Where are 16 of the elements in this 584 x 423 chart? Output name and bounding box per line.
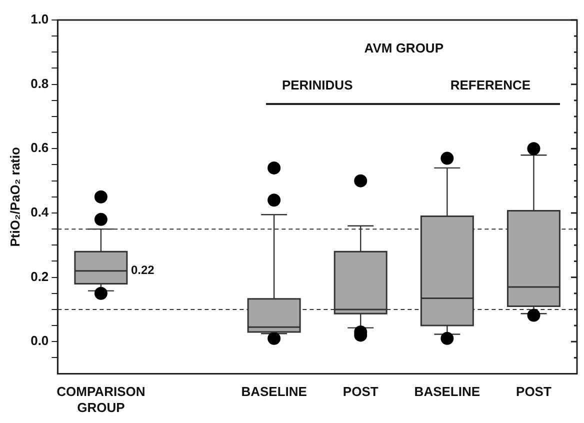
y-tick-label: 1.0 — [30, 12, 49, 27]
x-tick-label: POST — [516, 384, 552, 400]
y-tick-label: 0.6 — [30, 140, 49, 156]
x-tick-label: BASELINE — [414, 384, 480, 400]
text: 0.0 — [30, 333, 49, 348]
y-tick-label: 0.2 — [30, 268, 49, 284]
y-tick-label: 0.8 — [30, 76, 49, 91]
x-tick-label: COMPARISON GROUP — [56, 384, 146, 415]
annotation: 0.22 — [130, 263, 155, 278]
y-tick-label: 0.4 — [30, 204, 50, 220]
annotation: PERINIDUS — [282, 78, 354, 93]
x-tick-label: BASELINE — [241, 384, 308, 400]
annotation: REFERENCE — [450, 78, 531, 93]
annotation: AVM GROUP — [364, 40, 444, 56]
y-axis-title: PtiO₂/PaO₂ ratio — [7, 147, 22, 247]
x-tick-label: POST — [342, 384, 378, 400]
